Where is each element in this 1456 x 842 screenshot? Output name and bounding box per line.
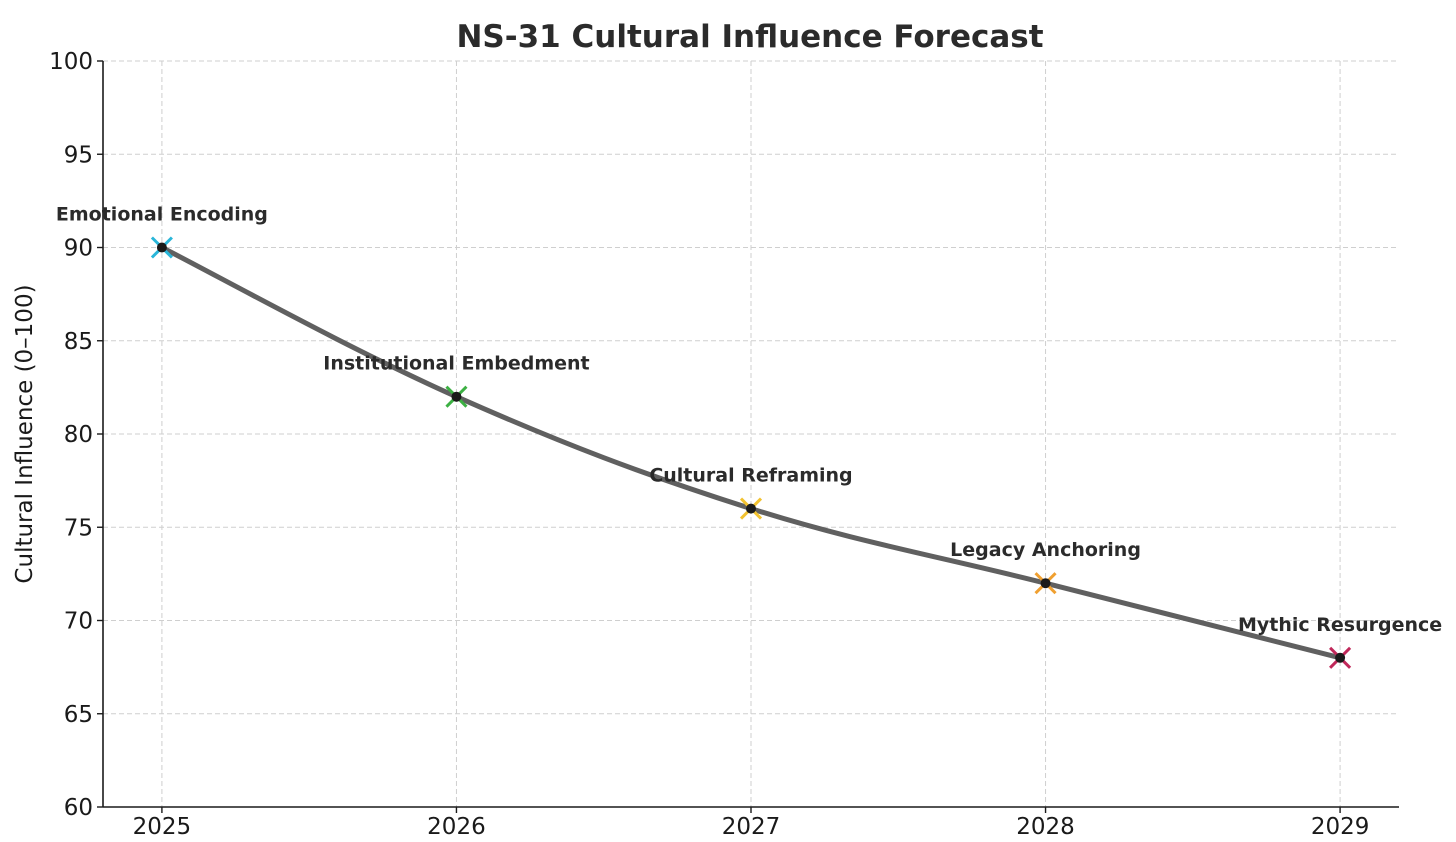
point-dot <box>451 391 462 402</box>
point-dot <box>1335 652 1346 663</box>
data-points <box>150 236 1352 669</box>
y-tick-label: 100 <box>49 49 93 75</box>
annotation-label: Mythic Resurgence <box>1238 614 1442 636</box>
data-point-2026 <box>445 385 468 408</box>
y-tick-label: 60 <box>64 795 93 821</box>
axes <box>97 60 1399 813</box>
y-tick-label: 65 <box>64 702 93 728</box>
annotation-label: Emotional Encoding <box>56 204 268 226</box>
y-tick-label: 75 <box>64 515 93 541</box>
y-axis-label: Cultural Influence (0–100) <box>12 284 38 583</box>
y-tick-label: 85 <box>64 329 93 355</box>
tick-labels: 60 65 70 75 80 85 90 95 100 2025 2026 2027 2028 2029 <box>49 49 1369 840</box>
y-tick-label: 80 <box>64 422 93 448</box>
annotation-label: Institutional Embedment <box>323 353 589 375</box>
data-point-2028 <box>1034 572 1057 595</box>
y-tick-label: 70 <box>64 609 93 635</box>
annotation-label: Cultural Reframing <box>649 465 852 487</box>
x-tick-label: 2029 <box>1311 814 1370 840</box>
point-dot <box>156 242 167 253</box>
data-point-2027 <box>739 497 763 520</box>
x-tick-label: 2025 <box>133 814 192 840</box>
annotation-label: Legacy Anchoring <box>950 539 1141 561</box>
x-tick-label: 2028 <box>1016 814 1075 840</box>
chart-title: NS-31 Cultural Influence Forecast <box>456 19 1043 55</box>
data-point-2029 <box>1329 646 1352 669</box>
y-tick-label: 95 <box>64 142 93 168</box>
x-tick-label: 2027 <box>722 814 781 840</box>
x-tick-label: 2026 <box>427 814 486 840</box>
y-tick-label: 90 <box>64 236 93 262</box>
point-dot <box>1040 578 1051 589</box>
point-labels: Emotional Encoding Institutional Embedmen… <box>56 204 1442 636</box>
data-point-2025 <box>150 236 173 259</box>
point-dot <box>746 503 756 514</box>
grid <box>103 60 1399 808</box>
